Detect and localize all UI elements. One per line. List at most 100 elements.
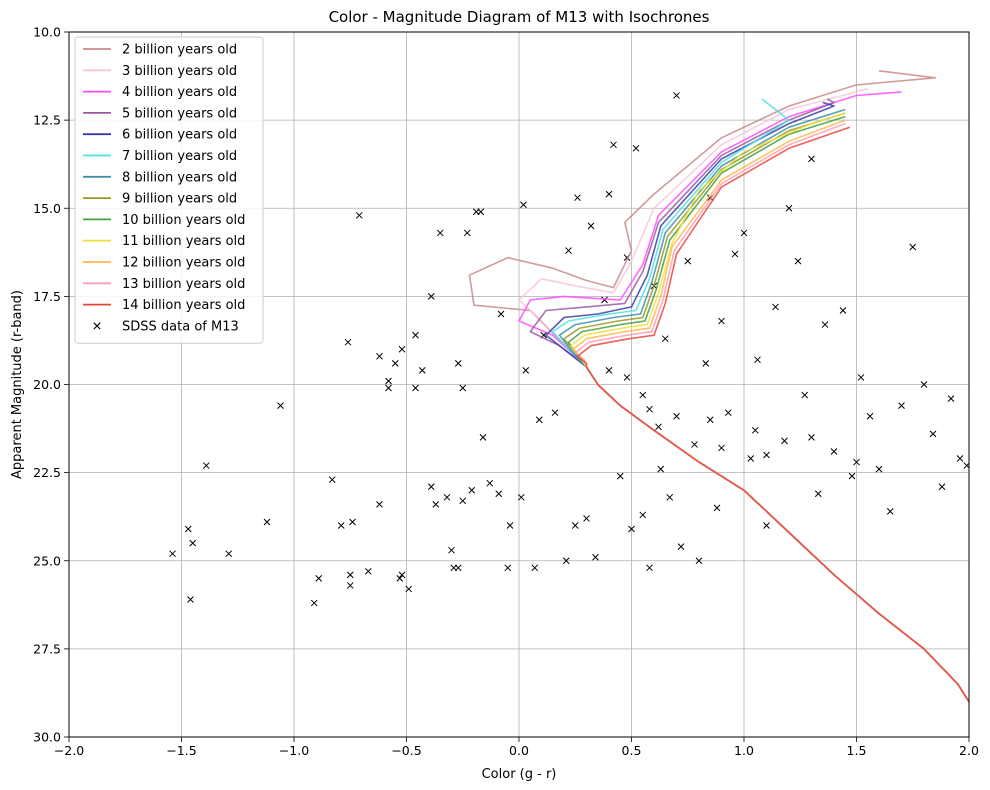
x-tick-label: 0.5 <box>622 743 642 758</box>
sdss-data-point <box>398 345 406 353</box>
sdss-data-point <box>830 448 838 455</box>
sdss-data-point <box>346 582 354 589</box>
y-tick-label: 15.0 <box>33 201 61 216</box>
sdss-data-point <box>713 504 721 512</box>
sdss-data-point <box>364 567 372 575</box>
sdss-data-point <box>691 441 698 448</box>
legend-label: 9 billion years old <box>122 192 237 207</box>
legend-label: 7 billion years old <box>122 149 237 164</box>
sdss-data-point <box>277 402 284 410</box>
x-tick-label: 2.0 <box>959 743 979 758</box>
sdss-data-point <box>763 522 770 529</box>
sdss-data-point <box>673 92 680 99</box>
legend: 2 billion years old 3 billion years old 4 … <box>74 36 264 344</box>
sdss-data-point <box>432 500 440 508</box>
sdss-data-point <box>459 497 467 505</box>
sdss-data-point <box>754 356 761 364</box>
sdss-data-point <box>772 303 779 311</box>
sdss-data-point <box>448 546 455 554</box>
sdss-data-point <box>565 247 572 254</box>
y-tick-label: 10.0 <box>33 25 61 40</box>
y-tick-label: 22.5 <box>33 465 61 480</box>
sdss-data-point <box>328 476 336 484</box>
legend-label: 6 billion years old <box>122 128 237 143</box>
sdss-data-point <box>929 430 937 438</box>
plot-data <box>169 70 969 703</box>
sdss-data-point <box>497 310 505 318</box>
sdss-data-point <box>956 455 964 462</box>
sdss-data-point <box>376 500 383 508</box>
sdss-data-point <box>821 321 829 328</box>
y-tick-label: 20.0 <box>33 377 61 392</box>
sdss-data-point <box>385 377 392 385</box>
sdss-data-point <box>443 493 451 501</box>
sdss-data-point <box>571 522 579 529</box>
sdss-data-point <box>477 208 485 216</box>
sdss-data-point <box>781 437 788 445</box>
sdss-data-point <box>587 222 595 230</box>
legend-label: 5 billion years old <box>122 106 237 121</box>
sdss-data-point <box>418 367 426 374</box>
sdss-data-point <box>346 571 354 579</box>
sdss-data-point <box>605 190 613 198</box>
sdss-data-point <box>398 571 406 579</box>
sdss-data-point <box>801 391 809 399</box>
legend-scatter-marker <box>93 322 101 330</box>
sdss-data-point <box>808 155 815 163</box>
sdss-data-point <box>376 352 383 360</box>
y-tick-label: 27.5 <box>33 641 61 656</box>
x-tick-label: −2.0 <box>54 743 84 758</box>
sdss-data-point <box>391 359 399 367</box>
sdss-data-point <box>522 367 530 374</box>
sdss-data-point <box>427 483 435 491</box>
sdss-data-point <box>628 525 635 533</box>
legend-label: 4 billion years old <box>122 85 237 100</box>
sdss-data-point <box>315 575 323 582</box>
sdss-data-point <box>396 575 404 582</box>
sdss-data-point <box>506 522 514 529</box>
sdss-data-point <box>427 293 435 300</box>
sdss-data-point <box>661 335 669 343</box>
sdss-data-point <box>657 465 665 473</box>
sdss-data-point <box>463 229 471 237</box>
sdss-data-point <box>601 296 608 304</box>
legend-label: SDSS data of M13 <box>122 319 239 334</box>
sdss-data-point <box>898 402 905 410</box>
legend-label: 14 billion years old <box>122 298 245 313</box>
sdss-data-point <box>706 416 714 424</box>
sdss-data-point <box>875 465 883 473</box>
x-tick-label: −0.5 <box>391 743 421 758</box>
x-tick-label: 1.0 <box>734 743 754 758</box>
sdss-data-point <box>454 359 462 367</box>
sdss-data-point <box>355 211 363 219</box>
sdss-data-point <box>405 585 413 593</box>
sdss-data-point <box>747 455 755 462</box>
sdss-data-point <box>412 331 419 339</box>
y-tick-label: 17.5 <box>33 289 61 304</box>
legend-label: 3 billion years old <box>122 64 237 79</box>
sdss-data-point <box>468 486 476 494</box>
sdss-data-point <box>263 518 271 526</box>
sdss-data-point <box>751 426 759 434</box>
x-tick-label: −1.0 <box>279 743 309 758</box>
sdss-data-point <box>486 479 494 487</box>
legend-label: 2 billion years old <box>122 43 237 58</box>
sdss-data-point <box>839 307 847 314</box>
sdss-data-point <box>412 384 419 392</box>
sdss-data-point <box>479 434 487 441</box>
sdss-data-point <box>794 257 802 265</box>
axis-ticks: −2.0 −1.5 −1.0 −0.5 0.0 0.5 1.0 1.5 2.0 10.0 12.5 1… <box>33 25 979 759</box>
sdss-data-point <box>574 194 581 202</box>
sdss-data-point <box>702 359 710 367</box>
sdss-data-point <box>189 539 197 547</box>
sdss-data-point <box>886 508 894 515</box>
sdss-data-point <box>632 144 640 152</box>
sdss-data-point <box>349 518 356 526</box>
sdss-data-point <box>947 395 955 402</box>
x-tick-label: −1.5 <box>166 743 196 758</box>
y-tick-label: 30.0 <box>33 730 61 745</box>
legend-label: 13 billion years old <box>122 277 245 292</box>
sdss-data-point <box>646 564 653 572</box>
sdss-data-point <box>169 550 176 558</box>
